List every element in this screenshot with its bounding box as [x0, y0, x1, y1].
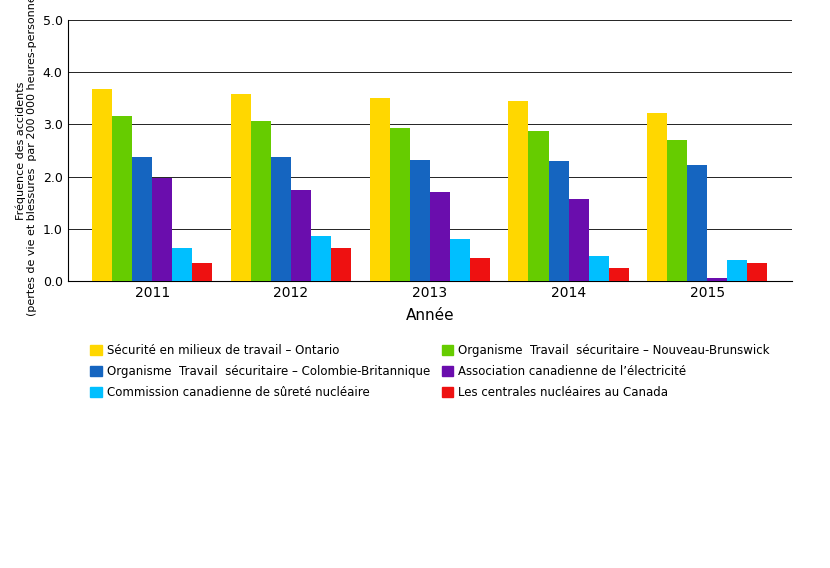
Bar	[569, 199, 588, 281]
Bar	[390, 128, 410, 281]
Bar	[529, 131, 549, 281]
Bar	[231, 94, 251, 281]
Bar	[153, 178, 173, 281]
X-axis label: Année: Année	[406, 308, 454, 323]
Bar	[687, 165, 707, 281]
Bar	[251, 122, 271, 281]
Bar	[727, 260, 747, 281]
Bar	[112, 115, 132, 281]
Bar	[331, 248, 351, 281]
Bar	[271, 157, 291, 281]
Legend: Sécurité en milieux de travail – Ontario, Organisme  Travail  sécuritaire – Colo: Sécurité en milieux de travail – Ontario…	[85, 339, 774, 404]
Bar	[707, 278, 727, 281]
Bar	[470, 257, 490, 281]
Bar	[588, 256, 608, 281]
Bar	[667, 140, 687, 281]
Bar	[173, 248, 193, 281]
Bar	[430, 193, 450, 281]
Bar	[132, 157, 153, 281]
Bar	[193, 263, 212, 281]
Bar	[647, 113, 667, 281]
Bar	[608, 268, 628, 281]
Bar	[92, 89, 112, 281]
Bar	[509, 101, 529, 281]
Bar	[450, 239, 470, 281]
Bar	[747, 263, 768, 281]
Bar	[311, 236, 331, 281]
Bar	[410, 160, 430, 281]
Bar	[291, 190, 311, 281]
Bar	[549, 161, 569, 281]
Y-axis label: Fréquence des accidents
(pertes de vie et blessures  par 200 000 heures-personne: Fréquence des accidents (pertes de vie e…	[15, 0, 37, 316]
Bar	[369, 98, 390, 281]
